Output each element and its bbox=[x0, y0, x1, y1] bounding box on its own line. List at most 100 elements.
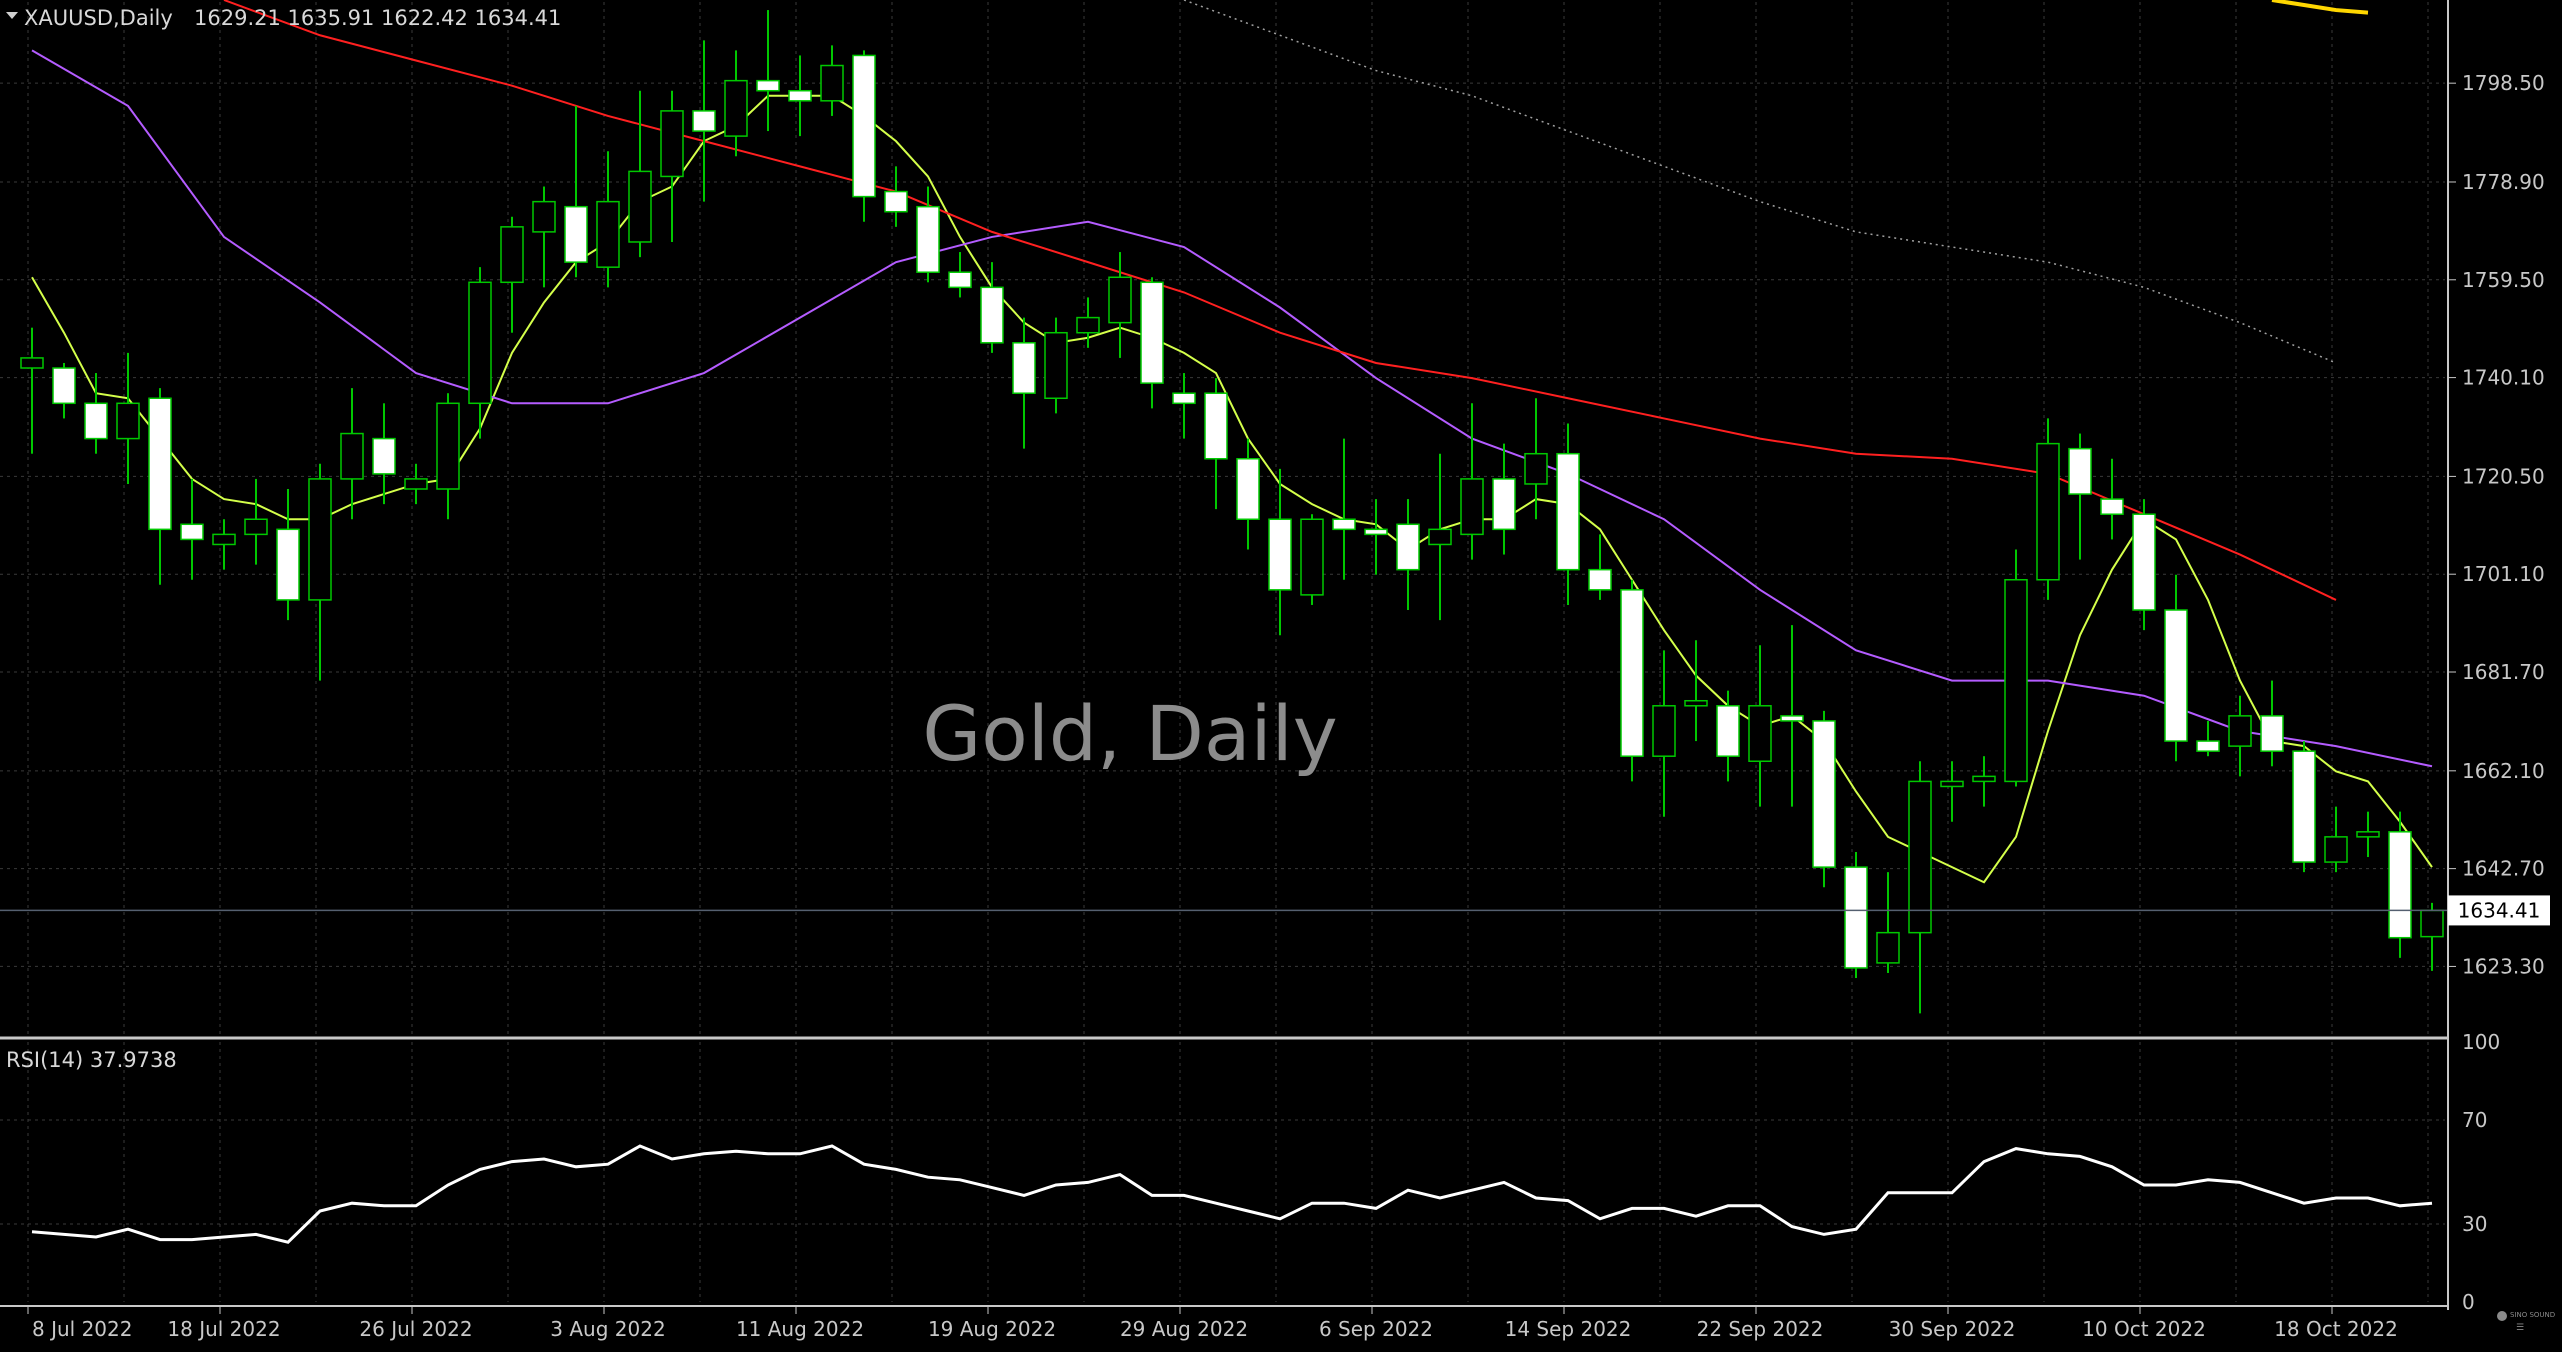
candle-body[interactable] bbox=[1236, 458, 1260, 521]
candle-body[interactable] bbox=[1140, 281, 1164, 384]
candle-body[interactable] bbox=[1876, 931, 1900, 964]
price-tick-label: 1662.10 bbox=[2462, 759, 2545, 783]
moving-average-line bbox=[31, 94, 2433, 884]
candle-body[interactable] bbox=[916, 205, 940, 273]
candle-body[interactable] bbox=[2228, 715, 2252, 747]
candle-body[interactable] bbox=[1684, 699, 1708, 707]
rsi-panel[interactable] bbox=[31, 1144, 2433, 1244]
candle-body[interactable] bbox=[1300, 518, 1324, 596]
candle-body[interactable] bbox=[148, 397, 172, 531]
candle-body[interactable] bbox=[2068, 447, 2092, 495]
candle-body[interactable] bbox=[724, 79, 748, 137]
candle-body[interactable] bbox=[1364, 528, 1388, 536]
candle-body[interactable] bbox=[1204, 392, 1228, 460]
candle-body[interactable] bbox=[1108, 276, 1132, 324]
candle-body[interactable] bbox=[1588, 568, 1612, 591]
candle-body[interactable] bbox=[1716, 705, 1740, 757]
time-tick-label: 29 Aug 2022 bbox=[1120, 1317, 1248, 1341]
candle-body[interactable] bbox=[1620, 589, 1644, 757]
time-tick-label: 8 Jul 2022 bbox=[32, 1317, 132, 1341]
candle-body[interactable] bbox=[532, 200, 556, 233]
candle-body[interactable] bbox=[1844, 866, 1868, 969]
time-tick-label: 18 Oct 2022 bbox=[2274, 1317, 2398, 1341]
candle-body[interactable] bbox=[2324, 836, 2348, 863]
candle-body[interactable] bbox=[244, 518, 268, 536]
candle-body[interactable] bbox=[404, 478, 428, 490]
time-tick-label: 11 Aug 2022 bbox=[736, 1317, 864, 1341]
symbol-dropdown-icon[interactable] bbox=[6, 12, 18, 19]
rsi-tick-label: 70 bbox=[2462, 1108, 2487, 1132]
price-panel[interactable] bbox=[0, 0, 2448, 1014]
candle-body[interactable] bbox=[372, 437, 396, 475]
price-tick-label: 1681.70 bbox=[2462, 660, 2545, 684]
candle-body[interactable] bbox=[1652, 705, 1676, 757]
candle-body[interactable] bbox=[884, 190, 908, 213]
candle-body[interactable] bbox=[1556, 452, 1580, 571]
candle-body[interactable] bbox=[1076, 316, 1100, 334]
candle-body[interactable] bbox=[1972, 775, 1996, 783]
candle-body[interactable] bbox=[596, 200, 620, 268]
candle-body[interactable] bbox=[1748, 705, 1772, 762]
candle-body[interactable] bbox=[84, 402, 108, 440]
candle-body[interactable] bbox=[1908, 780, 1932, 934]
candle-body[interactable] bbox=[948, 271, 972, 289]
candle-body[interactable] bbox=[1524, 452, 1548, 485]
candle-body[interactable] bbox=[2036, 442, 2060, 581]
price-tick-label: 1778.90 bbox=[2462, 170, 2545, 194]
candle-body[interactable] bbox=[340, 432, 364, 480]
price-tick-label: 1720.50 bbox=[2462, 464, 2545, 488]
candle-body[interactable] bbox=[2260, 715, 2284, 752]
candle-body[interactable] bbox=[1812, 720, 1836, 868]
candle-body[interactable] bbox=[1780, 715, 1804, 722]
price-tick-label: 1701.10 bbox=[2462, 562, 2545, 586]
candle-body[interactable] bbox=[2356, 831, 2380, 838]
candle-body[interactable] bbox=[980, 286, 1004, 344]
time-tick-label: 22 Sep 2022 bbox=[1697, 1317, 1824, 1341]
candle-body[interactable] bbox=[308, 478, 332, 601]
candle-body[interactable] bbox=[276, 528, 300, 601]
candle-body[interactable] bbox=[2132, 513, 2156, 611]
candle-body[interactable] bbox=[756, 79, 780, 92]
candle-body[interactable] bbox=[436, 402, 460, 490]
candle-body[interactable] bbox=[564, 205, 588, 263]
candle-body[interactable] bbox=[1940, 780, 1964, 788]
candle-body[interactable] bbox=[2164, 609, 2188, 742]
candle-body[interactable] bbox=[468, 281, 492, 405]
time-tick-label: 3 Aug 2022 bbox=[550, 1317, 665, 1341]
candle-body[interactable] bbox=[2004, 578, 2028, 783]
candle-body[interactable] bbox=[1268, 518, 1292, 591]
candle-body[interactable] bbox=[1044, 331, 1068, 400]
candle-body[interactable] bbox=[20, 357, 44, 369]
candle-body[interactable] bbox=[1396, 523, 1420, 571]
candle-body[interactable] bbox=[500, 226, 524, 284]
candle-body[interactable] bbox=[2100, 498, 2124, 515]
symbol-label: XAUUSD,Daily bbox=[24, 6, 173, 30]
candle-body[interactable] bbox=[660, 110, 684, 178]
candle-body[interactable] bbox=[116, 402, 140, 440]
candle-body[interactable] bbox=[1492, 478, 1516, 531]
candle-body[interactable] bbox=[52, 367, 76, 405]
watermark-title: Gold, Daily bbox=[922, 689, 1337, 778]
candle-body[interactable] bbox=[1332, 518, 1356, 531]
candle-body[interactable] bbox=[1172, 392, 1196, 405]
candle-body[interactable] bbox=[212, 533, 236, 546]
moving-average-line bbox=[1183, 0, 2337, 364]
candle-body[interactable] bbox=[788, 89, 812, 102]
price-tick-label: 1798.50 bbox=[2462, 71, 2545, 95]
candle-body[interactable] bbox=[1012, 342, 1036, 394]
grid bbox=[0, 2, 2445, 1302]
candle-body[interactable] bbox=[180, 523, 204, 541]
candle-body[interactable] bbox=[820, 64, 844, 102]
candle-body[interactable] bbox=[1428, 528, 1452, 546]
candle-body[interactable] bbox=[852, 54, 876, 198]
candle-body[interactable] bbox=[1460, 478, 1484, 536]
moving-average-line bbox=[31, 49, 2433, 768]
candle-body[interactable] bbox=[692, 110, 716, 132]
candle-body[interactable] bbox=[2292, 750, 2316, 863]
candle-body[interactable] bbox=[2388, 831, 2412, 939]
candle-body[interactable] bbox=[2420, 909, 2444, 938]
candle-body[interactable] bbox=[2196, 740, 2220, 752]
candle-body[interactable] bbox=[628, 170, 652, 243]
